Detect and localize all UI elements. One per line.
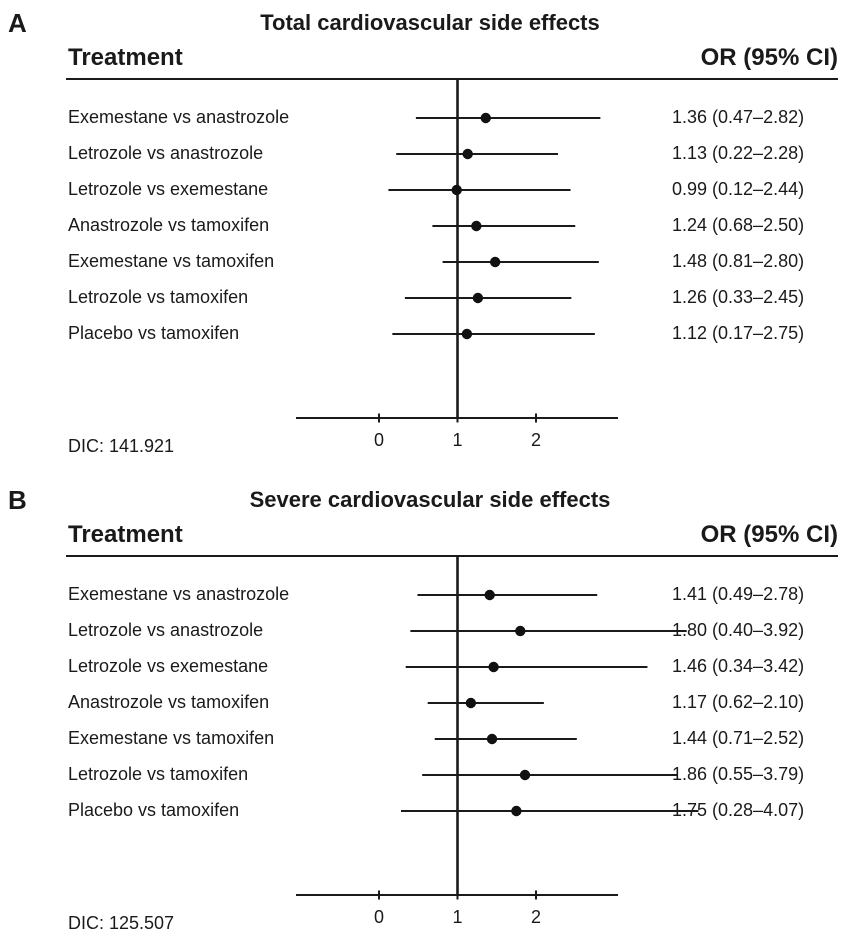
row-or-value: 1.46 (0.34–3.42): [672, 656, 805, 676]
row-or-value: 1.17 (0.62–2.10): [672, 692, 805, 712]
header-rule: [66, 555, 838, 557]
row-label: Letrozole vs exemestane: [68, 179, 269, 199]
row-label: Placebo vs tamoxifen: [68, 800, 240, 820]
or-point: [471, 220, 482, 232]
or-point: [484, 589, 495, 601]
or-point: [489, 256, 501, 268]
or-point: [480, 112, 491, 124]
or-point: [488, 661, 499, 673]
row-or-value: 1.36 (0.47–2.82): [672, 107, 805, 127]
row-or-value: 1.86 (0.55–3.79): [672, 764, 805, 784]
or-point: [472, 292, 484, 304]
panel-label: A: [8, 8, 27, 38]
header-rule: [66, 78, 838, 80]
or-point: [451, 184, 462, 196]
x-tick-label: 1: [452, 907, 462, 927]
row-label: Exemestane vs tamoxifen: [68, 251, 275, 271]
row-or-value: 1.24 (0.68–2.50): [672, 215, 805, 235]
treatment-column-header: Treatment: [68, 44, 183, 71]
row-label: Letrozole vs anastrozole: [68, 143, 264, 163]
chart-title: Severe cardiovascular side effects: [249, 487, 611, 512]
or-point: [462, 148, 473, 160]
or-column-header: OR (95% CI): [700, 44, 838, 71]
row-or-value: 1.80 (0.40–3.92): [672, 620, 805, 640]
or-point: [515, 625, 526, 637]
row-or-value: 1.48 (0.81–2.80): [672, 251, 805, 271]
row-label: Letrozole vs exemestane: [68, 656, 269, 676]
row-label: Placebo vs tamoxifen: [68, 323, 240, 343]
row-label: Exemestane vs anastrozole: [68, 107, 290, 127]
forest-plot: 0 1 2: [296, 80, 618, 450]
row-label: Exemestane vs tamoxifen: [68, 728, 275, 748]
row-or-value: 1.13 (0.22–2.28): [672, 143, 805, 163]
dic-footnote: DIC: 125.507: [68, 913, 175, 933]
dic-footnote: DIC: 141.921: [68, 436, 175, 456]
row-or-value: 1.12 (0.17–2.75): [672, 323, 805, 343]
row-or-value: 0.99 (0.12–2.44): [672, 179, 805, 199]
x-tick-label: 2: [531, 907, 541, 927]
row-label: Anastrozole vs tamoxifen: [68, 215, 270, 235]
panel-label: B: [8, 485, 27, 515]
row-label: Letrozole vs tamoxifen: [68, 287, 249, 307]
row-label: Letrozole vs tamoxifen: [68, 764, 249, 784]
or-point: [519, 769, 531, 781]
x-tick-label: 0: [374, 430, 384, 450]
or-point: [461, 328, 473, 340]
forest-plot: 0 1 2: [296, 557, 699, 927]
or-point: [486, 733, 498, 745]
forest-panel-b: B Severe cardiovascular side effects Tre…: [0, 477, 850, 937]
row-label: Exemestane vs anastrozole: [68, 584, 290, 604]
row-label: Anastrozole vs tamoxifen: [68, 692, 270, 712]
or-column-header: OR (95% CI): [700, 521, 838, 548]
or-point: [511, 805, 522, 817]
chart-title: Total cardiovascular side effects: [260, 10, 600, 35]
row-or-value: 1.75 (0.28–4.07): [672, 800, 805, 820]
row-or-value: 1.44 (0.71–2.52): [672, 728, 805, 748]
or-point: [465, 697, 477, 709]
row-or-value: 1.41 (0.49–2.78): [672, 584, 805, 604]
forest-panel-a: A Total cardiovascular side effects Trea…: [0, 0, 850, 460]
treatment-column-header: Treatment: [68, 521, 183, 548]
x-tick-label: 1: [452, 430, 462, 450]
x-tick-label: 0: [374, 907, 384, 927]
x-tick-label: 2: [531, 430, 541, 450]
row-label: Letrozole vs anastrozole: [68, 620, 264, 640]
row-or-value: 1.26 (0.33–2.45): [672, 287, 805, 307]
